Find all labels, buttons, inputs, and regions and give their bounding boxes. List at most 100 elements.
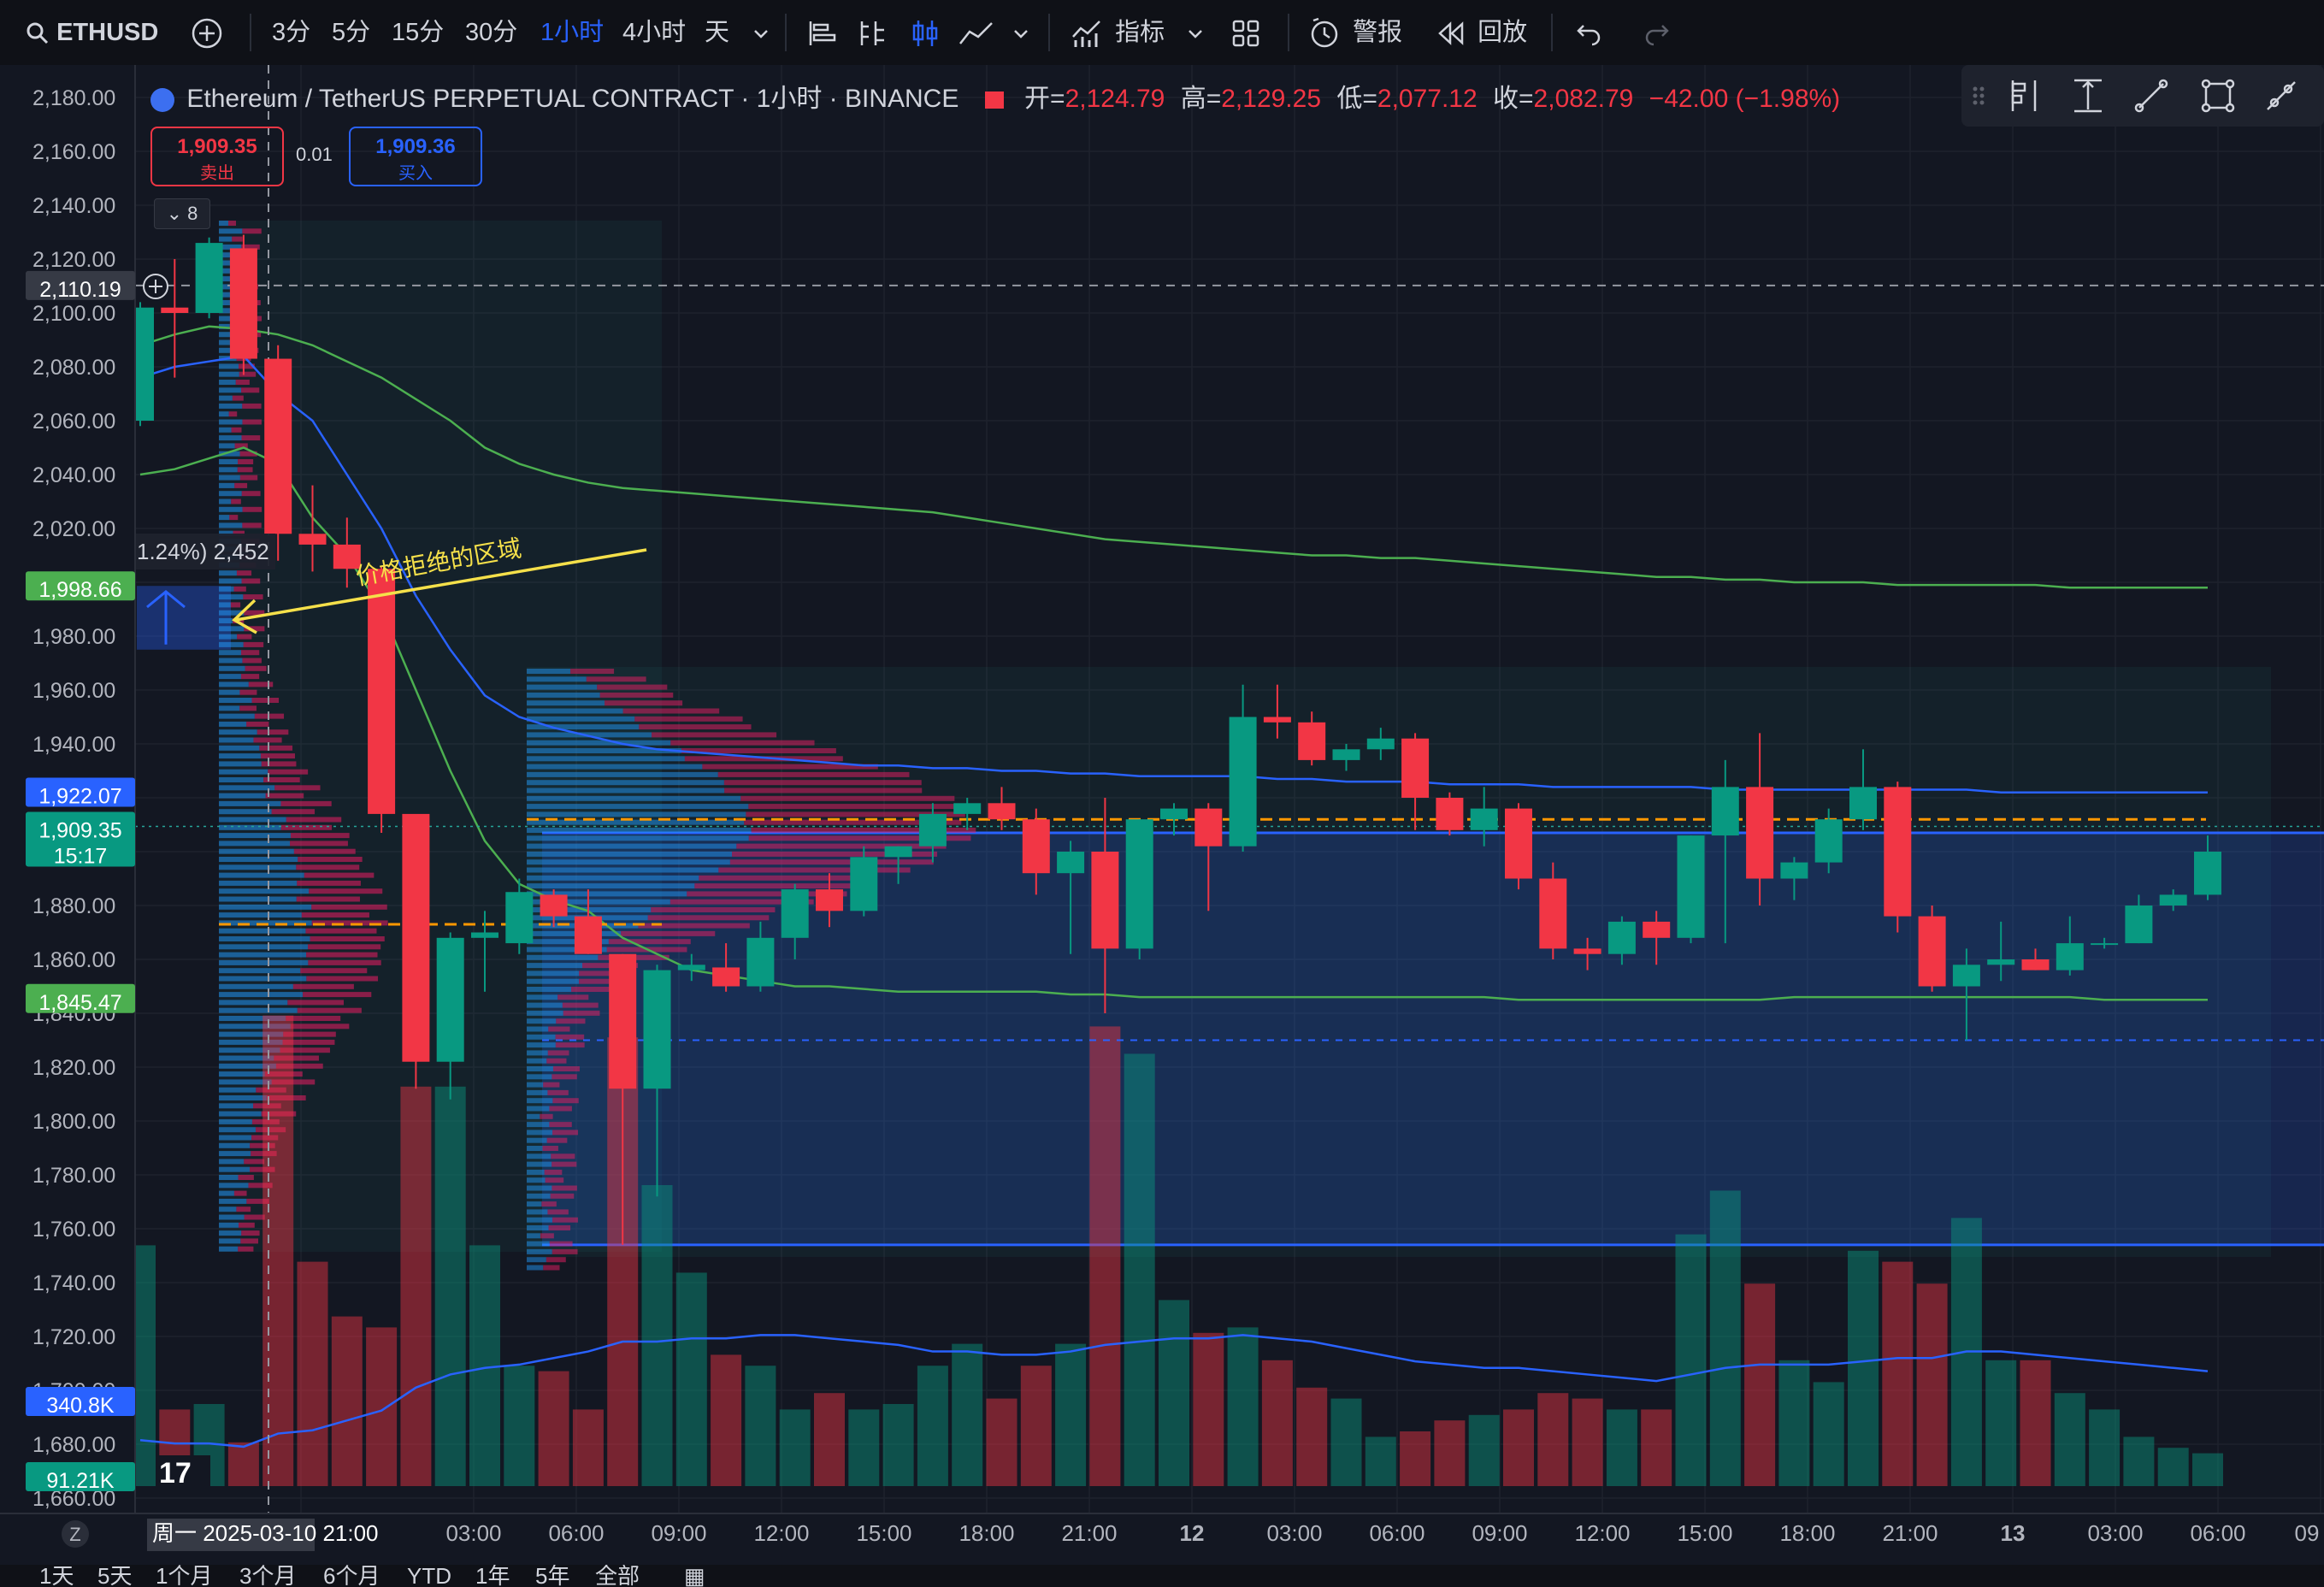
candle-body[interactable] (746, 937, 775, 987)
layout-button[interactable] (1231, 0, 1260, 65)
candle-body[interactable] (1091, 852, 1119, 949)
flag-icon[interactable] (984, 91, 1004, 109)
candle-body[interactable] (988, 803, 1016, 820)
candle-body[interactable] (1229, 717, 1257, 847)
candle-body[interactable] (2056, 943, 2084, 970)
candle-body[interactable] (1987, 959, 2015, 965)
candle-body[interactable] (1918, 916, 1946, 987)
trend-line-tool[interactable] (2132, 77, 2170, 115)
line-style-button[interactable] (958, 0, 995, 65)
candle-body[interactable] (195, 243, 223, 313)
candle-body[interactable] (436, 937, 464, 1062)
sell-button[interactable]: 1,909.35 卖出 (150, 127, 284, 186)
candle-body[interactable] (471, 932, 498, 938)
rejection-zone-box[interactable] (137, 586, 231, 650)
candle-body[interactable] (1332, 749, 1360, 760)
annotation-arrow-line[interactable] (235, 548, 647, 622)
candle-body[interactable] (1436, 798, 1464, 830)
candle-style-button[interactable] (857, 0, 888, 65)
candle-body[interactable] (1057, 852, 1085, 874)
indicators-button[interactable]: 指标 (1071, 0, 1165, 65)
candle-body[interactable] (1573, 948, 1601, 954)
candle-body[interactable] (229, 248, 257, 359)
interval-5m[interactable]: 5分 (332, 19, 371, 46)
long-position-tool[interactable] (2006, 77, 2044, 115)
add-symbol-button[interactable] (190, 0, 224, 65)
interval-15m[interactable]: 15分 (392, 19, 445, 46)
candle-body[interactable] (1505, 808, 1532, 879)
candle-body[interactable] (643, 970, 671, 1089)
candle-body[interactable] (1746, 787, 1774, 879)
bar-style-button[interactable] (807, 0, 838, 65)
candle-body[interactable] (298, 534, 327, 545)
drag-handle-icon[interactable] (1968, 77, 2006, 115)
candle-body[interactable] (1470, 808, 1498, 830)
range-6m[interactable]: 6个月 (323, 1565, 380, 1587)
redo-button[interactable] (1642, 0, 1671, 65)
candle-body[interactable] (1884, 787, 1912, 917)
price-range-tool[interactable] (2069, 77, 2107, 115)
candle-body[interactable] (1711, 787, 1739, 836)
candle-body[interactable] (1677, 835, 1705, 938)
candle-body[interactable] (2091, 943, 2119, 946)
candle-body[interactable] (918, 813, 947, 847)
candle-body[interactable] (816, 889, 843, 911)
range-1y[interactable]: 1年 (475, 1565, 510, 1587)
range-3m[interactable]: 3个月 (239, 1565, 297, 1587)
ray-tool[interactable] (2262, 77, 2300, 115)
candle-body[interactable] (1160, 808, 1188, 820)
candle-body[interactable] (609, 953, 637, 1089)
candle-body[interactable] (574, 916, 602, 954)
alert-button[interactable]: 警报 (1308, 0, 1402, 65)
interval-1h[interactable]: 1小时 (540, 19, 605, 46)
candle-body[interactable] (540, 894, 568, 917)
candle-body[interactable] (1298, 722, 1326, 760)
indicators-dropdown[interactable] (1185, 0, 1206, 65)
chart-type-dropdown[interactable] (1011, 0, 1031, 65)
range-1m[interactable]: 1个月 (156, 1565, 213, 1587)
candle-body[interactable] (677, 965, 705, 970)
candle-body[interactable] (2125, 906, 2153, 944)
interval-30m[interactable]: 30分 (465, 19, 518, 46)
candle-body[interactable] (1401, 738, 1430, 798)
candlestick-button[interactable] (910, 0, 941, 65)
candle-body[interactable] (402, 813, 430, 1062)
candle-body[interactable] (1607, 921, 1636, 954)
candle-body[interactable] (368, 569, 396, 814)
candle-body[interactable] (505, 892, 534, 944)
candle-body[interactable] (1263, 717, 1291, 723)
candle-body[interactable] (1814, 819, 1843, 863)
interval-3m[interactable]: 3分 (272, 19, 311, 46)
candle-body[interactable] (1022, 819, 1050, 874)
candle-body[interactable] (1643, 921, 1671, 938)
range-5d[interactable]: 5天 (97, 1565, 133, 1587)
candle-body[interactable] (1849, 787, 1877, 820)
collapse-indicators-button[interactable]: ⌄ 8 (154, 198, 210, 229)
candle-body[interactable] (333, 544, 361, 569)
candle-body[interactable] (781, 889, 809, 938)
candle-body[interactable] (1780, 862, 1808, 879)
calendar-icon[interactable]: ▦ (684, 1565, 705, 1587)
candle-body[interactable] (1194, 808, 1223, 847)
range-ytd[interactable]: YTD (407, 1565, 451, 1587)
interval-1d[interactable]: 天 (705, 19, 730, 46)
buy-button[interactable]: 1,909.36 买入 (349, 127, 482, 186)
candle-body[interactable] (2194, 852, 2221, 895)
candle-body[interactable] (1366, 738, 1395, 750)
candle-body[interactable] (1125, 819, 1153, 949)
candle-body[interactable] (953, 803, 982, 814)
candle-body[interactable] (712, 967, 740, 987)
range-5y[interactable]: 5年 (535, 1565, 570, 1587)
candle-body[interactable] (1539, 878, 1567, 949)
symbol-search[interactable]: ETHUSD (26, 0, 158, 65)
range-all[interactable]: 全部 (595, 1565, 640, 1587)
undo-button[interactable] (1575, 0, 1604, 65)
candle-body[interactable] (2021, 959, 2050, 970)
candle-body[interactable] (850, 857, 878, 911)
candle-body[interactable] (264, 358, 292, 534)
interval-4h[interactable]: 4小时 (622, 19, 687, 46)
candle-body[interactable] (161, 307, 189, 313)
range-1d[interactable]: 1天 (39, 1565, 74, 1587)
replay-button[interactable]: 回放 (1436, 0, 1527, 65)
